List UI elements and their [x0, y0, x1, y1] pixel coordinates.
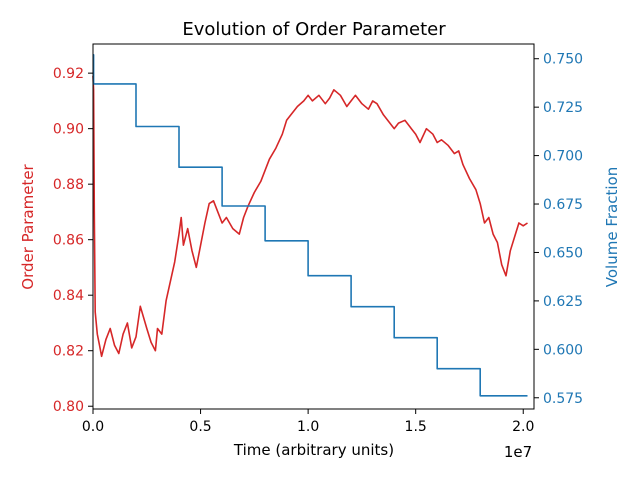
- left-tick-label: 0.90: [53, 122, 84, 138]
- series-line-order-parameter: [92, 75, 528, 358]
- x-tick-label: 0.5: [189, 419, 211, 435]
- x-tick-label: 1.0: [297, 419, 319, 435]
- right-tick-label: 0.650: [543, 245, 583, 261]
- left-tick-label: 0.82: [53, 344, 84, 360]
- left-axis-label: Order Parameter: [19, 163, 37, 289]
- left-tick-label: 0.84: [53, 288, 84, 304]
- right-tick-label: 0.700: [543, 149, 583, 165]
- chart-title: Evolution of Order Parameter: [182, 19, 446, 40]
- left-tick-label: 0.80: [53, 399, 84, 415]
- left-tick-label: 0.88: [53, 177, 84, 193]
- x-axis-label: Time (arbitrary units): [233, 441, 394, 459]
- right-tick-label: 0.725: [543, 100, 583, 116]
- series-line-volume-fraction: [92, 54, 528, 397]
- right-tick-label: 0.575: [543, 391, 583, 407]
- left-tick-label: 0.92: [53, 66, 84, 82]
- plot-frame: [92, 43, 535, 410]
- x-axis-offset-label: 1e7: [504, 443, 532, 461]
- x-axis: 0.0 0.5 1.0 1.5 2.0: [82, 409, 534, 435]
- left-tick-label: 0.86: [53, 233, 84, 249]
- right-tick-label: 0.675: [543, 197, 583, 213]
- right-tick-label: 0.625: [543, 294, 583, 310]
- x-tick-label: 2.0: [512, 419, 534, 435]
- right-axis-label: Volume Fraction: [603, 167, 621, 287]
- x-tick-label: 1.5: [405, 419, 427, 435]
- series-layer: [92, 54, 528, 397]
- right-y-axis: 0.575 0.600 0.625 0.650 0.675 0.700 0.725 0.750: [534, 52, 583, 407]
- left-y-axis: 0.80 0.82 0.84 0.86 0.88 0.90 0.92: [53, 66, 93, 415]
- right-tick-label: 0.600: [543, 342, 583, 358]
- right-tick-label: 0.750: [543, 52, 583, 68]
- x-tick-label: 0.0: [82, 419, 104, 435]
